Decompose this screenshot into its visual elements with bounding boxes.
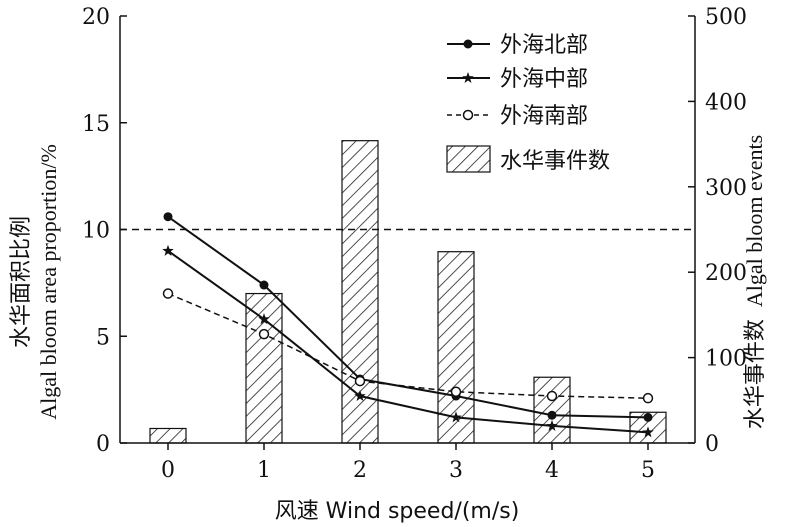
legend-marker-bars — [446, 145, 491, 173]
legend: 外海北部 外海中部 外海南部 水华事件数 — [446, 33, 610, 174]
left-tick-label: 20 — [82, 5, 110, 30]
x-tick-label: 5 — [641, 458, 655, 483]
right-tick-label: 100 — [705, 347, 747, 372]
point-south-4 — [546, 390, 558, 402]
right-axis-title: 水华事件数 Algal bloom events — [742, 135, 768, 429]
left-axis-title-en: Algal bloom area proportion/% — [36, 144, 61, 420]
series-line-south — [167, 292, 649, 399]
legend-label-bars: 水华事件数 — [500, 149, 610, 174]
x-tick-label: 1 — [257, 458, 271, 483]
left-axis-title-zh: 水华面积比例 — [9, 216, 34, 348]
point-south-2 — [354, 375, 366, 387]
point-south-0 — [162, 288, 174, 299]
bar-events-0 — [149, 427, 187, 444]
point-north-4 — [547, 410, 557, 420]
legend-marker-north-point — [463, 39, 473, 49]
x-tick-label: 3 — [449, 458, 463, 483]
left-tick-label: 10 — [82, 219, 110, 244]
left-tick-label: 5 — [96, 325, 110, 350]
point-south-1 — [258, 328, 270, 340]
point-south-5 — [642, 392, 654, 404]
point-south-3 — [450, 386, 462, 398]
axes — [119, 15, 696, 450]
bar-events-3 — [437, 251, 475, 444]
right-tick-label: 200 — [705, 261, 747, 286]
x-tick-label: 2 — [353, 458, 367, 483]
right-tick-label: 400 — [705, 90, 747, 115]
legend-label-south: 外海南部 — [500, 104, 588, 129]
point-north-5 — [643, 412, 653, 422]
series-line-central — [167, 250, 649, 434]
bar-events-4 — [533, 376, 571, 444]
series-line-north — [167, 215, 649, 419]
right-tick-label: 0 — [705, 432, 719, 457]
x-tick-label: 4 — [545, 458, 559, 483]
x-axis-title: 风速 Wind speed/(m/s) — [275, 499, 520, 524]
bar-series — [149, 140, 667, 444]
right-tick-label: 500 — [705, 5, 747, 30]
right-tick-label: 300 — [705, 176, 747, 201]
legend-marker-south-point — [462, 109, 474, 121]
right-axis-title-zh: 水华事件数 — [743, 319, 768, 429]
point-north-1 — [259, 280, 269, 290]
point-north-0 — [163, 212, 173, 222]
left-tick-label: 15 — [82, 112, 110, 137]
left-tick-label: 0 — [96, 432, 110, 457]
right-axis-title-en: Algal bloom events — [742, 135, 767, 307]
legend-label-central: 外海中部 — [500, 67, 588, 92]
legend-label-north: 外海北部 — [500, 33, 588, 58]
line-series-group — [162, 212, 654, 438]
x-tick-label: 0 — [161, 458, 175, 483]
